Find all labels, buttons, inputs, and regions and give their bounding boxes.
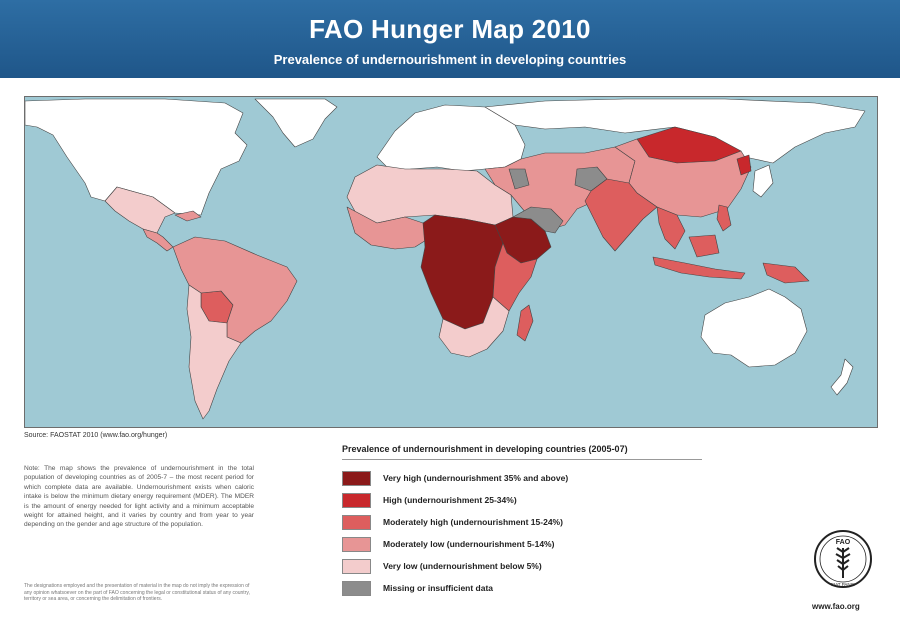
map-region-west-africa	[346, 206, 432, 250]
map-region-borneo	[688, 234, 720, 258]
map-region-iraq	[508, 168, 530, 190]
map-region-east-africa	[492, 242, 538, 312]
page-subtitle: Prevalence of undernourishment in develo…	[273, 52, 627, 67]
legend-item: High (undernourishment 25-34%)	[342, 489, 568, 511]
legend-title: Prevalence of undernourishment in develo…	[342, 444, 628, 454]
map-region-southern-africa	[438, 296, 510, 358]
legend-item: Missing or insufficient data	[342, 577, 568, 599]
legend-swatch	[342, 492, 371, 508]
legend: Very high (undernourishment 35% and abov…	[342, 467, 568, 599]
fao-website: www.fao.org	[812, 602, 860, 611]
map-region-russia	[484, 98, 866, 164]
legend-label: Missing or insufficient data	[383, 583, 494, 593]
map-region-mexico	[104, 186, 176, 234]
logo-motto: FIAT PANIS	[831, 582, 855, 587]
page-title: FAO Hunger Map 2010	[309, 14, 591, 44]
map-region-madagascar	[516, 304, 534, 342]
map-disclaimer: The designations employed and the presen…	[24, 583, 250, 603]
legend-label: High (undernourishment 25-34%)	[383, 495, 517, 505]
map-region-india	[584, 178, 658, 252]
legend-item: Very high (undernourishment 35% and abov…	[342, 467, 568, 489]
map-note: Note: The map shows the prevalence of un…	[24, 465, 254, 529]
legend-label: Very high (undernourishment 35% and abov…	[383, 473, 569, 483]
map-region-greenland	[254, 98, 338, 148]
legend-swatch	[342, 514, 371, 530]
legend-divider	[342, 459, 702, 460]
fao-logo: FAO FIAT PANIS	[812, 528, 874, 594]
logo-letters: FAO	[836, 539, 851, 546]
map-region-argentina	[186, 284, 242, 420]
map-region-central-america	[142, 228, 174, 252]
map-region-philippines	[716, 204, 732, 232]
map-region-arabia	[512, 206, 564, 234]
map-source: Source: FAOSTAT 2010 (www.fao.org/hunger…	[24, 432, 168, 439]
legend-swatch	[342, 470, 371, 486]
map-region-australia	[700, 288, 808, 368]
legend-label: Moderately low (undernourishment 5-14%)	[383, 539, 555, 549]
world-map	[24, 96, 878, 428]
legend-label: Moderately high (undernourishment 15-24%…	[383, 517, 563, 527]
legend-item: Moderately high (undernourishment 15-24%…	[342, 511, 568, 533]
legend-item: Moderately low (undernourishment 5-14%)	[342, 533, 568, 555]
legend-swatch	[342, 580, 371, 596]
map-region-new-guinea	[762, 262, 810, 284]
map-region-caribbean	[174, 210, 202, 222]
map-region-new-zealand	[830, 358, 854, 396]
map-region-indonesia	[652, 256, 746, 280]
title-banner: FAO Hunger Map 2010 Prevalence of undern…	[0, 0, 900, 78]
map-region-southeast-asia	[656, 206, 686, 250]
legend-label: Very low (undernourishment below 5%)	[383, 561, 542, 571]
legend-swatch	[342, 536, 371, 552]
legend-swatch	[342, 558, 371, 574]
map-region-north-korea	[736, 154, 752, 176]
map-region-japan	[752, 164, 774, 198]
legend-item: Very low (undernourishment below 5%)	[342, 555, 568, 577]
